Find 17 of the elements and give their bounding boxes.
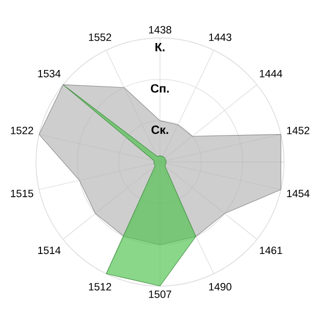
spoke-label: 1461 [260,246,282,254]
spoke-label: 1452 [287,126,310,134]
spoke-label: 1443 [209,34,232,41]
spoke-label: 1490 [209,283,232,290]
spoke-label: 1507 [149,290,172,298]
spoke-label: 1534 [38,70,61,78]
y-tick-label: Сп. [150,84,169,93]
spoke-label: 1514 [38,246,61,254]
spoke-label: 1438 [149,26,172,34]
spoke-label: 1444 [260,70,282,78]
spoke-label: 1552 [88,34,112,41]
spoke-label: 1512 [88,283,112,290]
spoke-label: 1454 [287,190,310,198]
y-tick-label: К. [155,42,164,52]
y-tick-label: Ск. [152,126,168,134]
spoke-label: 1515 [10,190,34,198]
spoke-label: 1522 [10,126,34,134]
